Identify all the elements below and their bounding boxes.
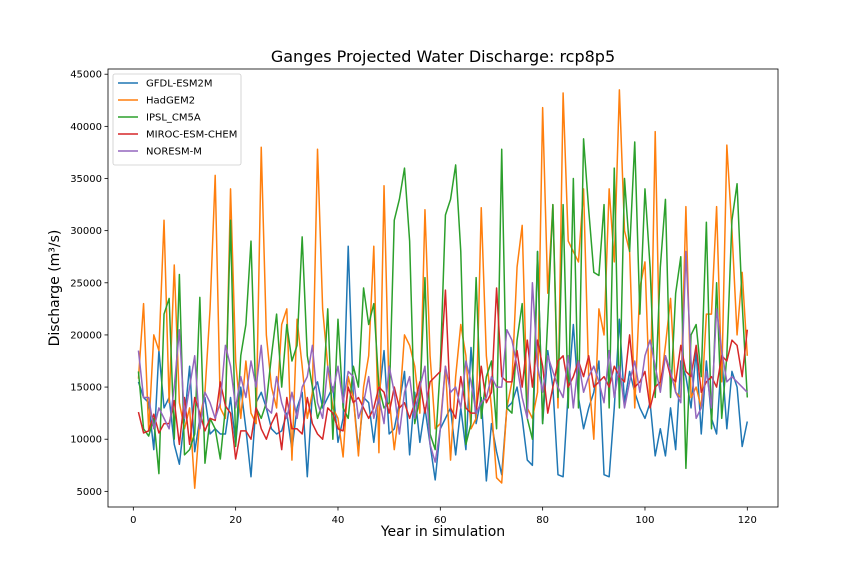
x-tick-label: 100 <box>635 515 654 526</box>
y-axis-title: Discharge (m³/s) <box>47 230 63 347</box>
y-tick-label: 45000 <box>70 70 102 81</box>
x-tick-label: 80 <box>536 515 549 526</box>
series-line-3 <box>137 287 749 460</box>
x-tick-label: 60 <box>434 515 447 526</box>
x-tick-label: 120 <box>738 515 757 526</box>
y-tick-label: 5000 <box>77 487 102 498</box>
legend-box <box>112 73 242 166</box>
y-tick-label: 35000 <box>70 174 102 185</box>
legend-label: GFDL-ESM2M <box>146 79 213 90</box>
y-tick-label: 30000 <box>70 226 102 237</box>
legend-label: IPSL_CM5A <box>146 113 201 124</box>
x-tick-label: 20 <box>229 515 242 526</box>
legend-label: HadGEM2 <box>146 96 195 107</box>
y-axis: 5000 10000 15000 20000 25000 30000 35000 40000 4… <box>70 70 108 498</box>
chart-title: Ganges Projected Water Discharge: rcp8p5 <box>271 47 615 66</box>
plot-frame <box>107 68 779 508</box>
y-tick-label: 40000 <box>70 122 102 133</box>
legend: GFDL-ESM2M HadGEM2 IPSL_CM5A MIROC-ESM-CHEM… <box>112 73 242 166</box>
y-tick-label: 25000 <box>70 278 102 289</box>
legend-label: MIROC-ESM-CHEM <box>146 130 237 141</box>
x-tick-label: 0 <box>130 515 136 526</box>
x-tick-label: 40 <box>332 515 345 526</box>
series-line-2 <box>137 138 749 475</box>
y-tick-label: 10000 <box>70 435 102 446</box>
y-tick-label: 20000 <box>70 330 102 341</box>
series-line-0 <box>137 245 749 482</box>
legend-label: NORESM-M <box>146 147 202 158</box>
y-tick-label: 15000 <box>70 383 102 394</box>
x-axis: 0 20 40 60 80 100 120 <box>130 507 757 526</box>
x-axis-title: Year in simulation <box>380 524 505 540</box>
plot-area <box>107 68 779 508</box>
series-line-4 <box>137 250 748 463</box>
